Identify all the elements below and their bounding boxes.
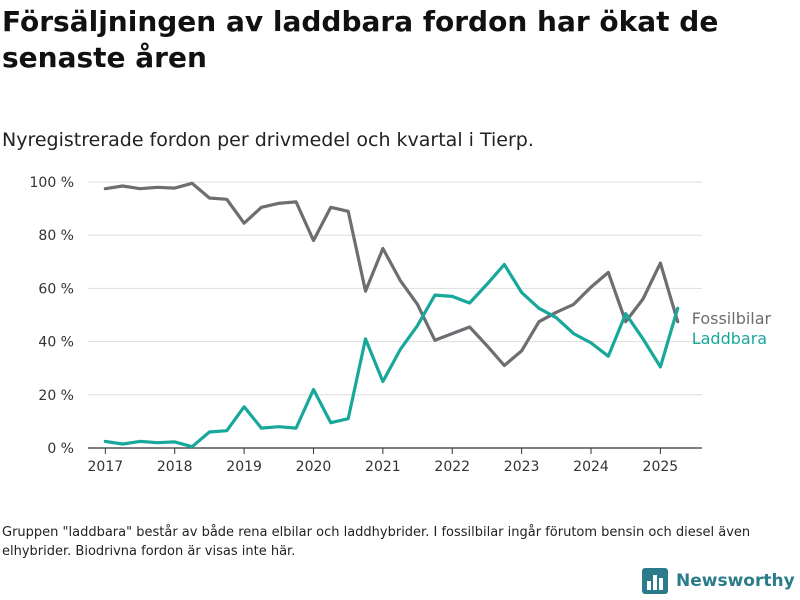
series-line-laddbara [103,262,680,449]
x-tick-label: 2017 [88,459,124,475]
y-tick-label: 20 % [38,388,74,404]
line-chart: 0 % 20 % 40 % 60 % 80 % 100 % 2017 2018 2019 2020… [30,175,772,475]
legend-label-fossilbilar: Fossilbilar [692,309,772,328]
x-tick-label: 2022 [434,459,470,475]
brand-logo: Newsworthy [642,568,795,594]
series-line-fossilbilar [103,181,680,368]
chart-title: Försäljningen av laddbara fordon har öka… [2,5,719,74]
chart-footnote: Gruppen "laddbara" består av både rena e… [2,525,751,559]
x-tick-label: 2023 [504,459,540,475]
y-tick-label: 100 % [30,175,74,191]
x-tick-label: 2024 [573,459,609,475]
y-tick-label: 60 % [38,281,74,297]
x-tick-label: 2019 [226,459,262,475]
x-tick-label: 2018 [157,459,193,475]
y-tick-label: 40 % [38,335,74,351]
x-tick-label: 2021 [365,459,401,475]
y-tick-label: 80 % [38,228,74,244]
brand-name: Newsworthy [676,571,795,591]
chart-subtitle: Nyregistrerade fordon per drivmedel och … [2,129,534,151]
y-tick-label: 0 % [47,441,74,457]
bar-chart-logo-icon [642,568,668,594]
x-tick-label: 2025 [643,459,679,475]
legend-label-laddbara: Laddbara [692,329,767,348]
x-tick-label: 2020 [296,459,332,475]
